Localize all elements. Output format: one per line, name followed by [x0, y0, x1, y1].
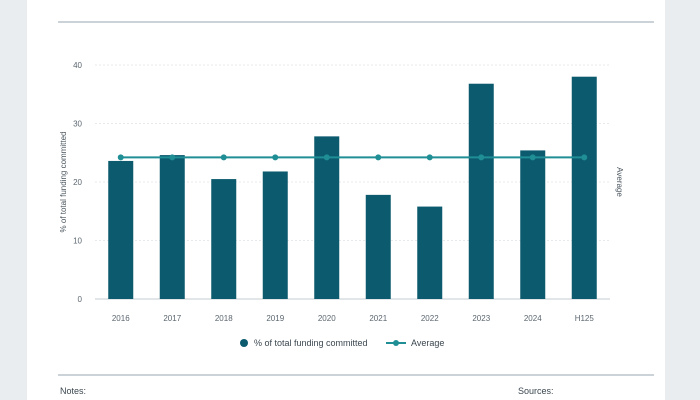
bar-2018	[211, 179, 237, 299]
bar-2022	[417, 206, 443, 299]
average-point-2018	[220, 154, 227, 161]
average-point-2023	[478, 154, 485, 161]
x-tick-label: 2019	[266, 314, 284, 323]
average-point-2022	[426, 154, 433, 161]
chart-card	[27, 0, 665, 400]
average-point-2016	[117, 154, 124, 161]
average-point-H125	[581, 154, 588, 161]
y-axis-title: % of total funding committed	[59, 132, 68, 233]
average-point-2017	[169, 154, 176, 161]
sources-label: Sources:	[518, 386, 554, 396]
x-tick-label: 2024	[524, 314, 542, 323]
x-axis-ticks: 2016 2017 2018 2019 2020 2021 2022 2023 2024 H125	[112, 314, 595, 323]
average-point-2021	[375, 154, 382, 161]
x-tick-label: 2018	[215, 314, 233, 323]
legend-line-dot	[393, 340, 399, 346]
y-axis-title-right: Average	[615, 167, 624, 197]
y-tick-label: 40	[73, 61, 82, 70]
bar-2017	[159, 155, 185, 299]
x-tick-label: 2023	[472, 314, 490, 323]
legend-bar-marker	[240, 339, 248, 347]
x-tick-label: 2021	[369, 314, 387, 323]
legend-bar-label: % of total funding committed	[254, 338, 368, 348]
x-tick-label: 2020	[318, 314, 336, 323]
average-point-2019	[272, 154, 279, 161]
x-tick-label: 2022	[421, 314, 439, 323]
legend-line-label: Average	[411, 338, 444, 348]
bar-2019	[262, 171, 288, 299]
bar-H125	[571, 76, 597, 299]
y-tick-label: 20	[73, 178, 82, 187]
top-divider	[58, 21, 654, 23]
average-point-2020	[323, 154, 330, 161]
average-point-2024	[529, 154, 536, 161]
bar-2024	[520, 150, 546, 299]
bar-series	[108, 76, 597, 299]
y-axis-ticks: 0 10 20 30 40	[73, 61, 82, 304]
bar-2023	[468, 83, 494, 299]
x-tick-label: 2017	[163, 314, 181, 323]
bar-2020	[314, 136, 340, 299]
y-tick-label: 10	[73, 237, 82, 246]
x-tick-label: 2016	[112, 314, 130, 323]
y-tick-label: 30	[73, 120, 82, 129]
x-tick-label: H125	[575, 314, 595, 323]
bar-2016	[108, 160, 134, 299]
notes-label: Notes:	[60, 386, 87, 396]
bottom-divider	[58, 374, 654, 376]
legend: % of total funding committed Average	[240, 338, 444, 348]
average-series	[117, 154, 588, 161]
y-tick-label: 0	[78, 295, 83, 304]
bar-2021	[365, 194, 391, 299]
